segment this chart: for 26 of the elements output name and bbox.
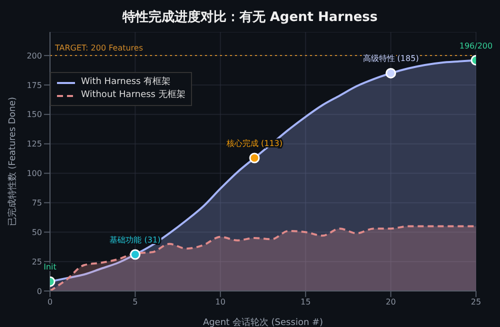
legend-label: Without Harness 无框架: [81, 89, 186, 102]
x-tick-label: 5: [132, 298, 138, 307]
x-tick-label: 0: [47, 298, 53, 307]
y-axis-title: 已完成特性数 (Features Done): [7, 96, 18, 226]
x-tick-label: 20: [386, 298, 396, 307]
x-axis-title: Agent 会话轮次 (Session #): [202, 317, 324, 327]
y-tick-label: 25: [32, 257, 42, 266]
x-tick-label: 15: [300, 298, 311, 307]
annotation: 196/200: [459, 41, 493, 50]
annotation: Init: [44, 262, 56, 272]
y-tick-label: 150: [26, 110, 42, 120]
y-tick-label: 125: [26, 140, 42, 149]
ref-line-label: TARGET: 200 Features: [54, 44, 144, 53]
annotation: 高级特性 (185): [362, 54, 419, 64]
annotation: 基础功能 (31): [110, 236, 161, 245]
y-tick-label: 175: [26, 80, 42, 90]
x-tick-label: 10: [215, 298, 226, 307]
y-tick-label: 50: [32, 228, 42, 237]
y-tick-label: 100: [26, 169, 42, 178]
legend-label: With Harness 有框架: [81, 76, 171, 89]
point: [249, 152, 260, 164]
x-tick-label: 25: [470, 298, 482, 307]
chart-title: 特性完成进度对比：有无 Agent Harness: [121, 8, 379, 26]
y-tick-label: 200: [26, 51, 42, 60]
y-tick-label: 75: [32, 198, 42, 208]
y-tick-label: 0: [36, 286, 42, 296]
